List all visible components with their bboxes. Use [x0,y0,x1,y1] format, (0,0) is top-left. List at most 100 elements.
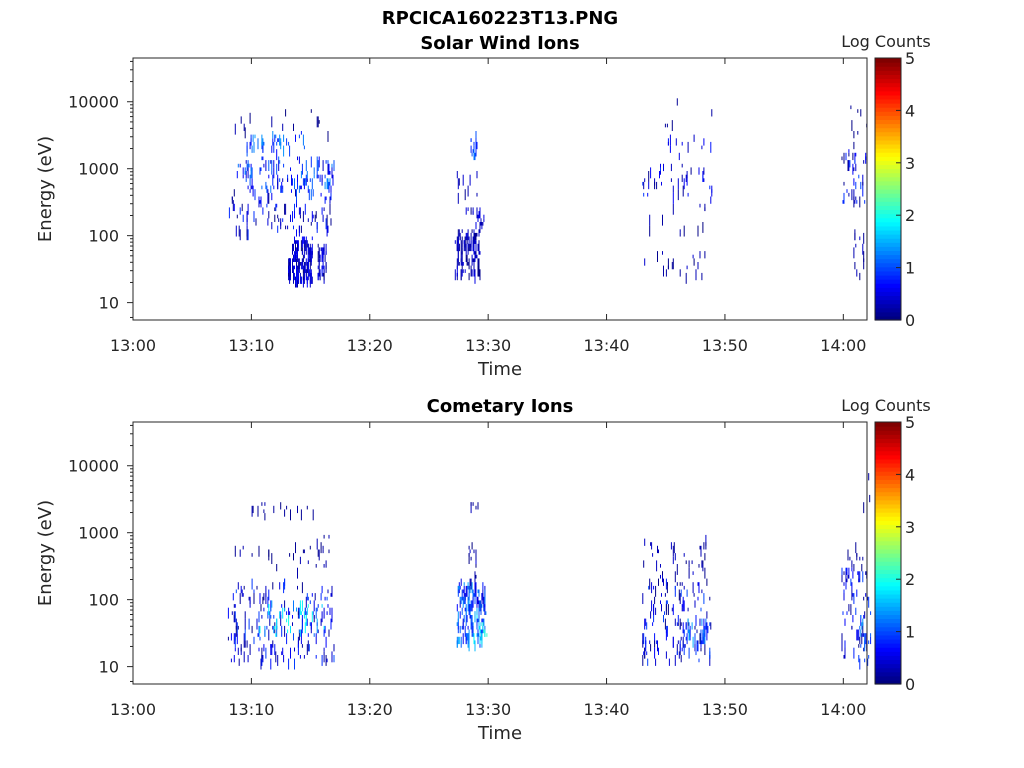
heatmap-cell [267,596,269,608]
heatmap-cell [855,607,857,615]
heatmap-cell [461,262,463,270]
heatmap-cell [464,243,466,252]
heatmap-cell [461,611,463,615]
heatmap-cell [326,225,328,237]
heatmap-cell [232,593,234,601]
colorbar-segment [875,499,901,505]
heatmap-cell [316,607,318,612]
heatmap-cell [665,604,667,612]
heatmap-cell [663,265,664,277]
heatmap-cell [471,254,473,266]
heatmap-cell [841,156,843,161]
heatmap-cell [244,618,246,630]
heatmap-cell [473,232,475,237]
heatmap-cell [321,585,323,594]
heatmap-cell [704,629,706,637]
colorbar-segment [875,213,901,219]
heatmap-cell [281,625,283,637]
heatmap-cell [701,560,703,568]
heatmap-cell [273,625,275,634]
heatmap-cell [301,236,303,248]
heatmap-cell [858,644,860,648]
heatmap-cell [697,582,699,586]
heatmap-cell [695,651,697,656]
heatmap-cell [461,229,463,233]
heatmap-cell [265,160,267,172]
heatmap-cell [318,265,320,277]
heatmap-cell [289,145,291,157]
heatmap-cell [330,185,332,193]
heatmap-cell [238,225,240,237]
heatmap-cell [304,622,306,634]
heatmap-cell [473,236,475,248]
heatmap-cell [316,538,318,550]
heatmap-cell [468,553,470,565]
heatmap-cell [471,229,473,233]
heatmap-cell [239,593,241,605]
colorbar-segment [875,209,901,215]
colorbar-segment [875,434,901,439]
heatmap-cell [476,607,478,615]
heatmap-cell [459,236,461,241]
heatmap-cell [261,141,263,150]
heatmap-cell [853,141,855,150]
colorbar-segment [875,475,901,480]
heatmap-cell [244,611,246,619]
heatmap-cell [264,502,266,506]
heatmap-cell [481,593,483,601]
colorbar-segment [875,229,901,235]
colorbar-segment [875,74,901,80]
colorbar-segment [875,671,901,677]
heatmap-cell [846,189,848,193]
heatmap-cell [483,618,485,626]
heatmap-cell [860,109,862,117]
heatmap-cell [279,582,281,590]
heatmap-cell [235,625,237,637]
heatmap-cell [262,207,264,215]
heatmap-cell [331,618,333,623]
heatmap-cell [853,189,855,201]
heatmap-cell [247,229,249,241]
heatmap-cell [285,109,287,117]
colorbar-segment [875,295,901,301]
heatmap-cell [643,651,645,656]
heatmap-cell [663,163,664,172]
heatmap-cell [672,556,674,565]
colorbar-segment [875,602,901,607]
heatmap-cell [703,167,705,175]
heatmap-cell [473,258,475,270]
heatmap-cell [471,615,473,626]
heatmap-cell [283,655,285,663]
heatmap-cell [456,171,458,179]
colorbar-segment [875,675,901,681]
heatmap-cell [314,593,316,601]
heatmap-cell [236,214,238,219]
heatmap-cell [268,629,270,641]
heatmap-cell [703,138,705,146]
heatmap-cell [311,178,313,190]
heatmap-cell [290,214,291,222]
heatmap-cell [267,189,269,197]
heatmap-cell [282,607,284,619]
heatmap-cell [294,236,295,244]
heatmap-cell [692,571,694,575]
heatmap-cell [310,269,312,277]
heatmap-cell [704,553,706,561]
heatmap-cell [681,607,683,612]
colorbar-segment [875,148,901,153]
heatmap-cell [328,163,330,175]
heatmap-cell [305,596,307,608]
x-tick-label: 14:00 [820,700,866,719]
heatmap-cell [304,262,306,266]
heatmap-cell [272,625,274,630]
heatmap-cell [243,633,245,641]
heatmap-cell [294,251,295,263]
heatmap-cell [467,185,469,197]
heatmap-cell [471,622,473,634]
heatmap-cell [677,640,679,645]
heatmap-cell [292,211,293,223]
heatmap-cell [293,553,294,561]
heatmap-cell [294,211,295,219]
heatmap-cell [672,636,674,648]
heatmap-cell [855,152,857,157]
